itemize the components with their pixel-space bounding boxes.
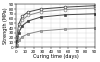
Y-axis label: Strength (MPa): Strength (MPa): [3, 7, 8, 44]
X-axis label: Curing time (days): Curing time (days): [33, 54, 79, 59]
